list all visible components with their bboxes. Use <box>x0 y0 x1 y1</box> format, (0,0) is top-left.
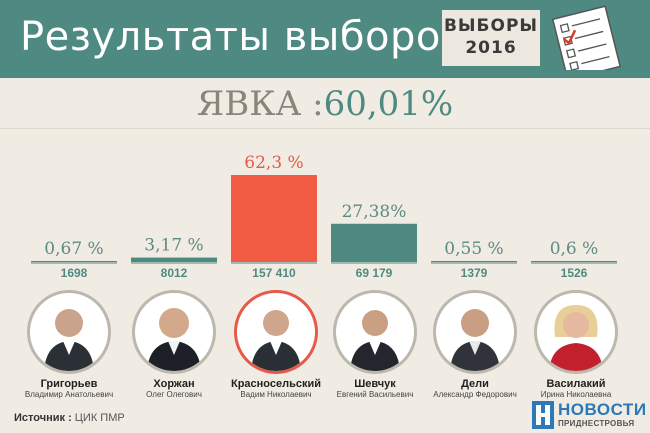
candidate-surname: Григорьев <box>40 378 98 390</box>
data-label: 0,6 % <box>550 239 599 259</box>
candidate-surname: Шевчук <box>354 378 396 390</box>
bar <box>431 261 517 262</box>
header-bar: Результаты выборов ВЫБОРЫ 2016 <box>0 0 650 78</box>
candidate-krasnoselsky: Красносельский Вадим Николаевич <box>226 290 326 399</box>
logo-top: НОВОСТИ <box>558 400 647 419</box>
turnout: ЯВКА :60,01% <box>0 84 650 124</box>
candidate-vasilaky: Василакий Ирина Николаевна <box>526 290 626 399</box>
badge-line1: ВЫБОРЫ <box>443 16 539 36</box>
turnout-label: ЯВКА : <box>196 84 324 124</box>
candidate-fullname: Евгений Васильевич <box>336 390 414 399</box>
data-label: 0,55 % <box>444 239 503 259</box>
candidate-fullname: Олег Олегович <box>146 390 202 399</box>
bar <box>131 257 217 262</box>
avatar <box>433 290 517 374</box>
votes-label: 8012 <box>161 266 188 280</box>
elections-badge: ВЫБОРЫ 2016 <box>442 10 540 66</box>
divider <box>0 128 650 129</box>
votes-label: 1698 <box>61 266 88 280</box>
results-bar-chart: 0,67 % 1698 3,17 % 8012 62,3 % 157 410 27,38% 6… <box>31 153 617 280</box>
badge-line2: 2016 <box>465 38 517 58</box>
candidate-surname: Дели <box>461 378 489 390</box>
bar <box>231 175 317 262</box>
data-label: 27,38% <box>342 202 407 222</box>
candidate-surname: Хоржан <box>153 378 195 390</box>
data-label: 0,67 % <box>44 239 103 259</box>
page-title: Результаты выборов <box>20 14 465 60</box>
person-portrait-icon <box>350 310 400 371</box>
avatar <box>132 290 216 374</box>
avatar <box>333 290 417 374</box>
avatar <box>534 290 618 374</box>
logo-mark-icon <box>532 401 554 429</box>
bar <box>31 261 117 262</box>
votes-label: 1379 <box>461 266 488 280</box>
candidate-surname: Красносельский <box>230 378 322 390</box>
news-logo: НОВОСТИ ПРИДНЕСТРОВЬЯ <box>532 400 647 430</box>
source-value: ЦИК ПМР <box>74 412 125 424</box>
votes-label: 69 179 <box>356 266 393 280</box>
candidate-fullname: Ирина Николаевна <box>540 390 612 399</box>
candidate-deli: Дели Александр Федорович <box>425 290 525 399</box>
bar <box>331 223 417 262</box>
person-portrait-icon <box>251 310 301 371</box>
person-portrait-icon <box>549 305 603 371</box>
candidate-fullname: Владимир Анатольевич <box>24 390 114 399</box>
person-portrait-icon <box>44 309 94 371</box>
ballot-checklist-icon <box>551 5 622 70</box>
candidate-surname: Василакий <box>546 378 606 390</box>
avatar <box>234 290 318 374</box>
source-label: Источник : <box>14 412 72 424</box>
data-label: 62,3 % <box>244 153 303 173</box>
candidate-fullname: Вадим Николаевич <box>240 390 312 399</box>
source-note: Источник : ЦИК ПМР <box>14 412 125 424</box>
avatar <box>27 290 111 374</box>
person-portrait-icon <box>450 309 500 371</box>
candidate-grigoryev: Григорьев Владимир Анатольевич <box>19 290 119 399</box>
bar <box>531 261 617 262</box>
logo-bottom: ПРИДНЕСТРОВЬЯ <box>558 419 635 428</box>
candidate-shevchuk: Шевчук Евгений Васильевич <box>325 290 425 399</box>
votes-label: 1526 <box>561 266 588 280</box>
turnout-value: 60,01% <box>323 84 454 124</box>
data-label: 3,17 % <box>144 236 203 256</box>
candidate-fullname: Александр Федорович <box>433 390 517 399</box>
person-portrait-icon <box>147 308 201 371</box>
votes-label: 157 410 <box>252 266 296 280</box>
candidate-khorzhan: Хоржан Олег Олегович <box>124 290 224 399</box>
